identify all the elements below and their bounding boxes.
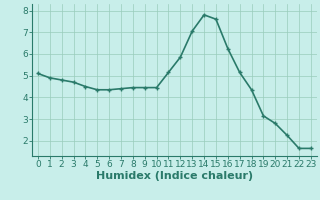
X-axis label: Humidex (Indice chaleur): Humidex (Indice chaleur) xyxy=(96,171,253,181)
